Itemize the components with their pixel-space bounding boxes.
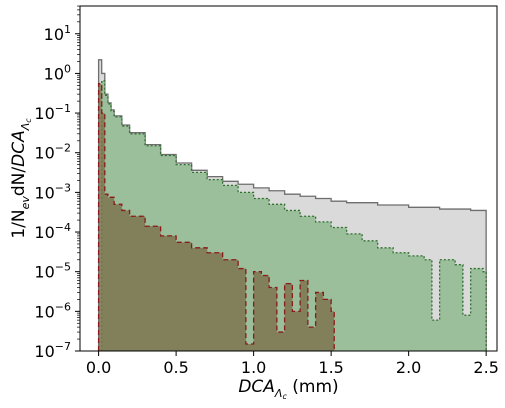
y-axis-label: 1/NevdN/DCAΛc xyxy=(9,118,33,239)
x-axis-label-sub: Λ xyxy=(274,387,283,400)
x-tick-label: 2.0 xyxy=(396,358,421,377)
x-axis-label: DCAΛc (mm) xyxy=(238,377,338,401)
x-axis: 0.0 0.5 1.0 1.5 2.0 2.5 xyxy=(86,351,499,377)
x-axis-label-subsub: c xyxy=(282,392,287,401)
series-line-red xyxy=(97,83,335,351)
y-tick-label: 10−2 xyxy=(34,142,71,163)
y-axis-label-prefix-sub: ev xyxy=(19,196,32,210)
x-tick-label: 2.5 xyxy=(473,358,498,377)
y-axis-label-mid: dN/ xyxy=(9,167,29,197)
y-axis-label-sub: Λ xyxy=(19,123,32,132)
x-tick-label: 0.0 xyxy=(86,358,111,377)
y-tick-label: 10−6 xyxy=(34,300,71,321)
x-tick-label: 1.5 xyxy=(318,358,343,377)
y-axis-label-main: DCA xyxy=(9,130,29,167)
y-tick-label: 101 xyxy=(44,23,71,44)
x-tick-label: 0.5 xyxy=(163,358,188,377)
y-axis-label-prefix: 1/N xyxy=(9,209,29,238)
y-tick-label: 10−4 xyxy=(34,221,71,242)
y-tick-label: 100 xyxy=(44,62,71,83)
plot-frame xyxy=(79,5,498,352)
x-axis-label-main: DCA xyxy=(238,377,275,397)
series-layer xyxy=(97,59,487,352)
y-tick-label: 10−5 xyxy=(34,261,71,282)
y-tick-label: 10−1 xyxy=(34,102,71,123)
y-tick-label: 10−7 xyxy=(34,340,71,361)
x-tick-label: 1.0 xyxy=(241,358,266,377)
series-fill-red xyxy=(98,83,335,352)
y-tick-label: 10−3 xyxy=(34,181,71,202)
y-axis: 10−7 10−6 10−5 10−4 10−3 10−2 10−1 100 101 xyxy=(34,5,80,361)
x-axis-label-unit: (mm) xyxy=(287,377,339,397)
series-line-green xyxy=(101,80,487,351)
y-axis-label-subsub: c xyxy=(24,118,33,123)
